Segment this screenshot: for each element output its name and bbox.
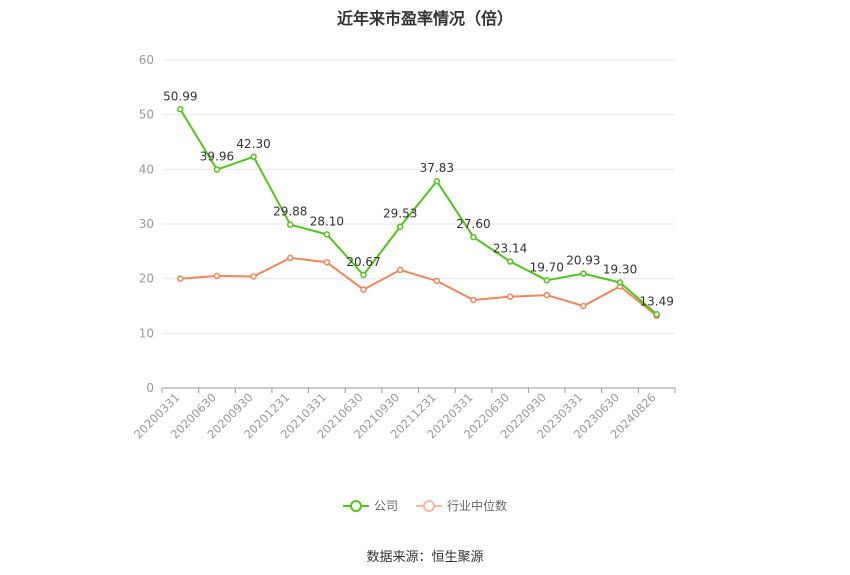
data-label: 39.96 — [200, 150, 234, 164]
data-label: 42.30 — [236, 137, 270, 151]
data-label: 19.70 — [530, 260, 564, 274]
data-point — [653, 311, 660, 318]
data-point — [543, 277, 550, 284]
data-label: 50.99 — [163, 89, 197, 103]
data-point — [433, 177, 441, 185]
y-tick-label: 60 — [139, 53, 154, 67]
data-point — [213, 166, 221, 173]
axes: 0102030405060202003312020063020200930202… — [131, 53, 676, 442]
y-tick-label: 20 — [139, 272, 154, 286]
data-label: 28.10 — [310, 214, 344, 228]
legend-label: 公司 — [373, 499, 398, 513]
data-source: 数据来源：恒生聚源 — [366, 550, 484, 565]
data-point — [470, 233, 477, 241]
data-point — [287, 221, 294, 228]
series-line — [179, 108, 658, 316]
legend-line-icon — [342, 499, 369, 513]
data-point — [470, 296, 477, 304]
data-point — [360, 271, 367, 279]
data-point — [287, 254, 294, 262]
data-label: 13.49 — [639, 294, 673, 308]
series-line — [180, 256, 658, 317]
data-point — [177, 106, 184, 113]
y-tick-label: 50 — [139, 108, 154, 122]
legend-item-company[interactable]: 公司 — [342, 497, 398, 514]
data-point — [396, 223, 404, 230]
data-point — [543, 291, 550, 299]
data-point — [396, 266, 404, 274]
legend-label: 行业中位数 — [447, 499, 508, 513]
data-point — [360, 286, 367, 293]
data-label: 19.30 — [603, 262, 637, 276]
data-point — [506, 293, 514, 300]
grid-lines — [162, 59, 675, 334]
data-label: 23.14 — [493, 242, 527, 256]
data-label: 29.53 — [383, 207, 417, 221]
legend: 公司 行业中位数 — [0, 497, 850, 514]
data-point — [213, 272, 221, 280]
data-point — [323, 231, 331, 238]
chart-title: 近年来市盈率情况（倍） — [336, 9, 513, 28]
data-label: 20.93 — [566, 254, 600, 268]
legend-line-icon — [416, 499, 442, 513]
y-tick-label: 30 — [139, 217, 154, 231]
data-point — [177, 275, 184, 282]
data-point — [323, 259, 331, 266]
data-point — [580, 302, 587, 310]
data-point — [616, 279, 624, 286]
y-tick-label: 0 — [146, 381, 154, 395]
data-point — [433, 277, 441, 285]
legend-item-industry-median[interactable]: 行业中位数 — [416, 497, 507, 514]
data-label: 37.83 — [420, 161, 454, 175]
data-point — [250, 273, 257, 280]
data-point — [580, 270, 587, 277]
data-label: 20.67 — [346, 255, 380, 269]
data-label: 29.88 — [273, 205, 307, 219]
data-label: 27.60 — [456, 217, 490, 231]
series-lines — [177, 106, 660, 320]
data-point — [506, 258, 514, 265]
data-point — [250, 153, 257, 161]
line-chart: 0102030405060202003312020063020200930202… — [131, 53, 676, 442]
y-tick-label: 40 — [139, 162, 154, 176]
y-tick-label: 10 — [139, 326, 154, 340]
